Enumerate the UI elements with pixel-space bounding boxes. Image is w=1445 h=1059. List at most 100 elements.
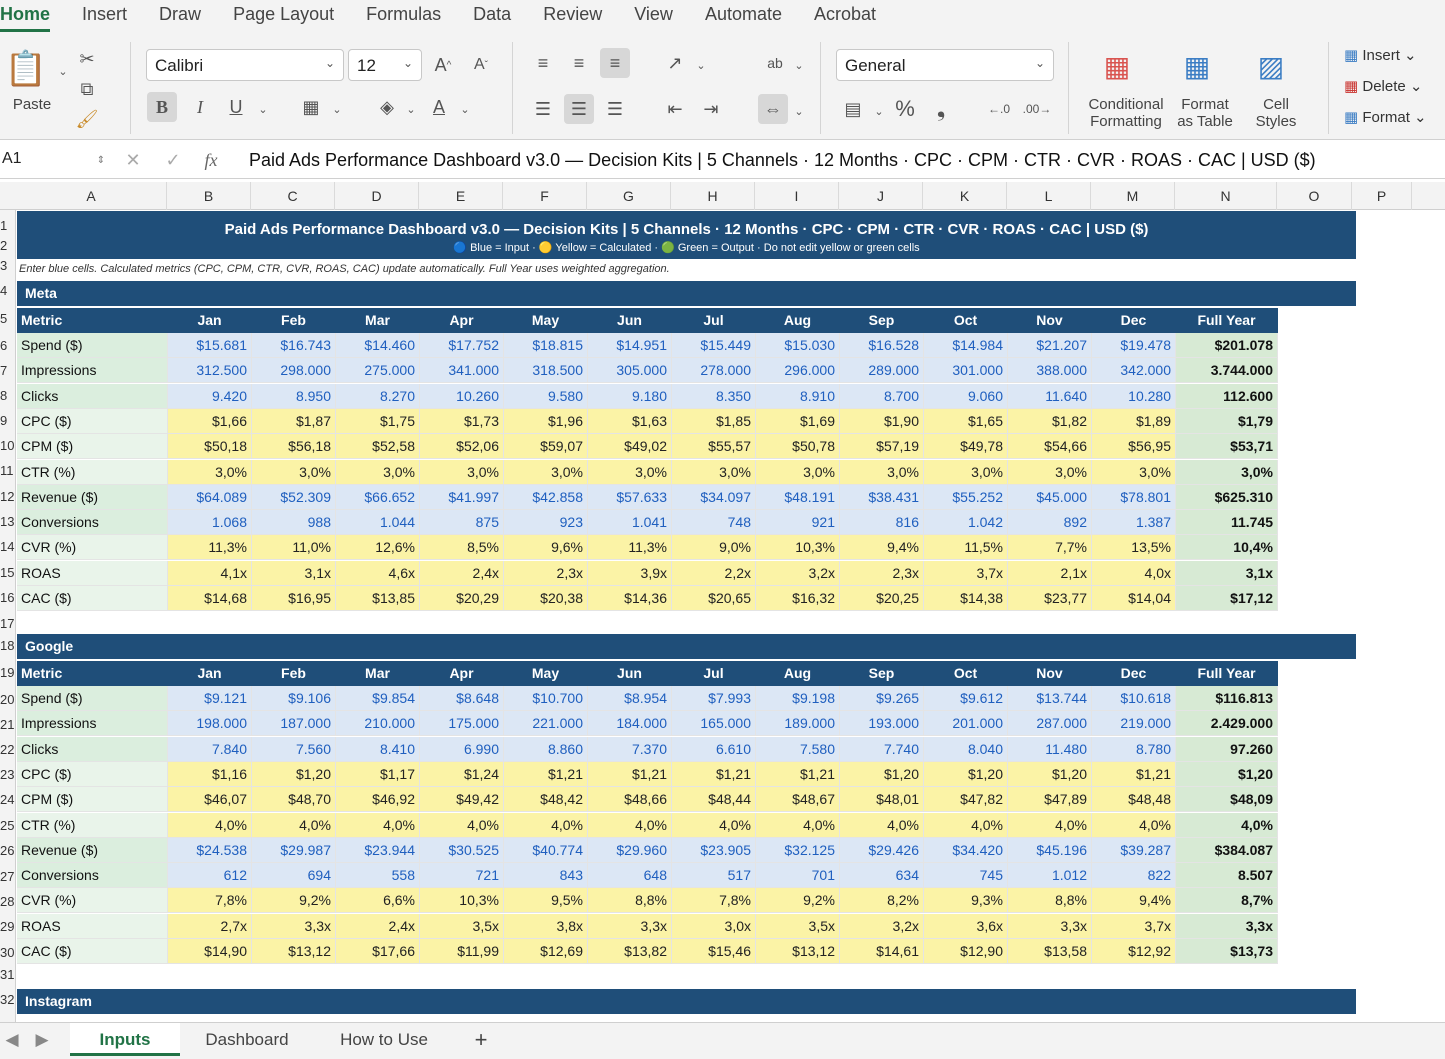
- value-cell[interactable]: 12,6%: [336, 535, 420, 561]
- value-cell[interactable]: 612: [168, 863, 252, 889]
- worksheet-grid[interactable]: Paid Ads Performance Dashboard v3.0 — De…: [17, 211, 1445, 1021]
- full-year-cell[interactable]: 2.429.000: [1176, 711, 1278, 737]
- align-left-icon[interactable]: ☰: [534, 98, 552, 119]
- value-cell[interactable]: $41.997: [420, 484, 504, 510]
- value-cell[interactable]: 201.000: [924, 711, 1008, 737]
- value-cell[interactable]: $50,18: [168, 434, 252, 460]
- value-cell[interactable]: 7,8%: [672, 888, 756, 914]
- value-cell[interactable]: 4,0%: [252, 812, 336, 838]
- value-cell[interactable]: $13,12: [756, 939, 840, 964]
- value-cell[interactable]: 9.580: [504, 383, 588, 409]
- value-cell[interactable]: 9.180: [588, 383, 672, 409]
- value-cell[interactable]: 3,5x: [756, 913, 840, 939]
- value-cell[interactable]: $1,89: [1092, 408, 1176, 434]
- column-header[interactable]: D: [335, 182, 419, 210]
- value-cell[interactable]: $1,21: [672, 761, 756, 787]
- value-cell[interactable]: $46,92: [336, 787, 420, 813]
- value-cell[interactable]: $1,20: [252, 761, 336, 787]
- value-cell[interactable]: 11,3%: [588, 535, 672, 561]
- column-header[interactable]: J: [839, 182, 923, 210]
- full-year-cell[interactable]: 10,4%: [1176, 535, 1278, 561]
- value-cell[interactable]: $54,66: [1008, 434, 1092, 460]
- metric-label[interactable]: Impressions: [17, 358, 168, 384]
- value-cell[interactable]: 7,8%: [168, 888, 252, 914]
- value-cell[interactable]: $16.743: [252, 333, 336, 358]
- metric-label[interactable]: Spend ($): [17, 333, 168, 358]
- value-cell[interactable]: $21.207: [1008, 333, 1092, 358]
- value-cell[interactable]: 3,2x: [756, 560, 840, 586]
- value-cell[interactable]: 745: [924, 863, 1008, 889]
- name-box-stepper-icon[interactable]: ⇕: [96, 154, 106, 166]
- value-cell[interactable]: 175.000: [420, 711, 504, 737]
- value-cell[interactable]: 4,0%: [1092, 812, 1176, 838]
- value-cell[interactable]: 816: [840, 510, 924, 536]
- chevron-down-icon[interactable]: ⌄: [794, 105, 804, 118]
- row-header[interactable]: 14: [0, 539, 15, 554]
- conditional-formatting-icon[interactable]: ▦: [1103, 50, 1131, 82]
- value-cell[interactable]: 3,9x: [588, 560, 672, 586]
- format-as-table-icon[interactable]: ▦: [1183, 50, 1211, 82]
- value-cell[interactable]: $17.752: [420, 333, 504, 358]
- value-cell[interactable]: 342.000: [1092, 358, 1176, 384]
- value-cell[interactable]: $1,24: [420, 761, 504, 787]
- value-cell[interactable]: $1,21: [1092, 761, 1176, 787]
- value-cell[interactable]: $9.265: [840, 686, 924, 711]
- value-cell[interactable]: $20,65: [672, 586, 756, 611]
- value-cell[interactable]: 7,7%: [1008, 535, 1092, 561]
- value-cell[interactable]: $52.309: [252, 484, 336, 510]
- value-cell[interactable]: 11.480: [1008, 736, 1092, 762]
- conditional-formatting-label[interactable]: Conditional Formatting: [1080, 96, 1172, 130]
- value-cell[interactable]: 184.000: [588, 711, 672, 737]
- full-year-cell[interactable]: $13,73: [1176, 939, 1278, 964]
- tab-data[interactable]: Data: [473, 4, 512, 24]
- value-cell[interactable]: 7.740: [840, 736, 924, 762]
- value-cell[interactable]: $16.528: [840, 333, 924, 358]
- full-year-cell[interactable]: 112.600: [1176, 383, 1278, 409]
- metric-label[interactable]: CTR (%): [17, 459, 168, 485]
- full-year-cell[interactable]: 3,1x: [1176, 560, 1278, 586]
- tab-view[interactable]: View: [634, 4, 673, 24]
- column-header[interactable]: F: [503, 182, 587, 210]
- value-cell[interactable]: 10,3%: [420, 888, 504, 914]
- value-cell[interactable]: $14,38: [924, 586, 1008, 611]
- metric-label[interactable]: CTR (%): [17, 812, 168, 838]
- metric-label[interactable]: Clicks: [17, 383, 168, 409]
- value-cell[interactable]: $48,48: [1092, 787, 1176, 813]
- value-cell[interactable]: $45.196: [1008, 837, 1092, 863]
- value-cell[interactable]: $46,07: [168, 787, 252, 813]
- value-cell[interactable]: 4,0%: [924, 812, 1008, 838]
- align-center-icon[interactable]: ☰: [564, 94, 594, 124]
- value-cell[interactable]: $18.815: [504, 333, 588, 358]
- row-header[interactable]: 19: [0, 665, 15, 680]
- value-cell[interactable]: $13,58: [1008, 939, 1092, 964]
- tab-home[interactable]: Home: [0, 0, 51, 34]
- value-cell[interactable]: $40.774: [504, 837, 588, 863]
- value-cell[interactable]: 701: [756, 863, 840, 889]
- full-year-cell[interactable]: $17,12: [1176, 586, 1278, 611]
- value-cell[interactable]: 13,5%: [1092, 535, 1176, 561]
- value-cell[interactable]: 9,0%: [672, 535, 756, 561]
- value-cell[interactable]: $32.125: [756, 837, 840, 863]
- value-cell[interactable]: $9.198: [756, 686, 840, 711]
- value-cell[interactable]: $14,90: [168, 939, 252, 964]
- value-cell[interactable]: 3,0%: [924, 459, 1008, 485]
- metric-label[interactable]: CPC ($): [17, 408, 168, 434]
- value-cell[interactable]: 1.041: [588, 510, 672, 536]
- tab-page-layout[interactable]: Page Layout: [233, 4, 335, 24]
- value-cell[interactable]: 296.000: [756, 358, 840, 384]
- value-cell[interactable]: $20,29: [420, 586, 504, 611]
- value-cell[interactable]: 4,0%: [756, 812, 840, 838]
- increase-decimal-icon[interactable]: ←.0: [987, 102, 1010, 116]
- full-year-cell[interactable]: 8.507: [1176, 863, 1278, 889]
- column-header[interactable]: O: [1277, 182, 1352, 210]
- value-cell[interactable]: $13,85: [336, 586, 420, 611]
- tab-automate[interactable]: Automate: [704, 4, 782, 24]
- value-cell[interactable]: $49,78: [924, 434, 1008, 460]
- value-cell[interactable]: 1.042: [924, 510, 1008, 536]
- value-cell[interactable]: 11.640: [1008, 383, 1092, 409]
- metric-label[interactable]: Conversions: [17, 863, 168, 889]
- full-year-cell[interactable]: $625.310: [1176, 484, 1278, 510]
- value-cell[interactable]: 8,8%: [1008, 888, 1092, 914]
- delete-cells-button[interactable]: ▦ Delete ⌄: [1344, 78, 1423, 95]
- full-year-cell[interactable]: 8,7%: [1176, 888, 1278, 914]
